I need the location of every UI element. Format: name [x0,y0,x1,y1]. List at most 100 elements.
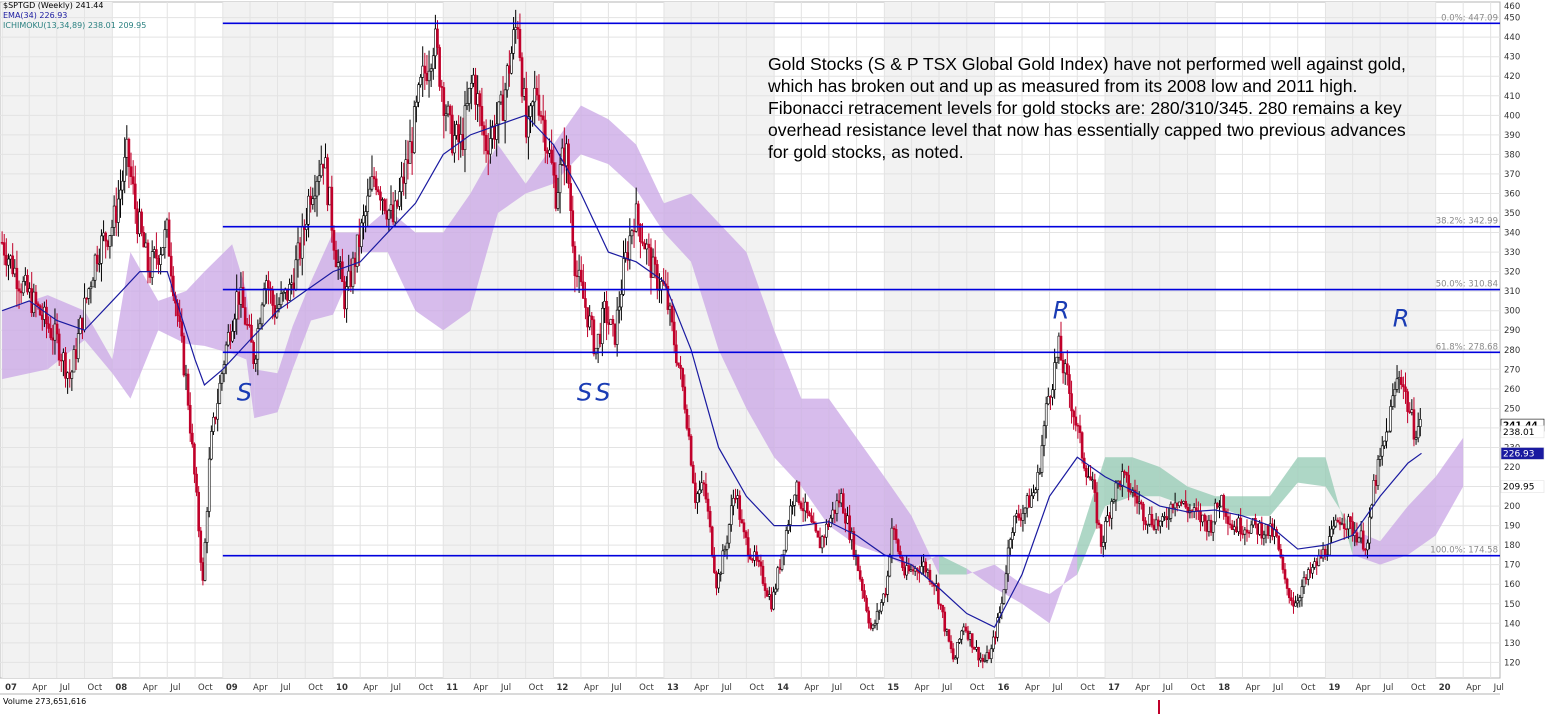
candle-body [279,293,283,305]
candle-body [1021,513,1025,521]
candle-body [672,321,676,346]
candle-body [1311,567,1314,574]
candle-body [1049,396,1052,398]
candle-body [757,559,761,563]
candle-body [286,288,289,301]
x-tick-label: 08 [115,683,127,693]
candle-body [163,229,167,248]
candle-body [123,156,126,182]
candle-body [647,243,651,248]
candle-body [653,256,657,265]
candle-body [72,349,76,373]
candle-body [1129,491,1133,493]
candle-body [74,349,78,359]
candle-body [231,330,234,342]
x-tick-label: 11 [446,683,458,693]
y-tick-label: 440 [1504,33,1520,43]
candle-body [1042,425,1046,446]
ichimoku-cloud-segment [580,105,609,165]
x-tick-label: Apr [1135,683,1150,693]
candle-body [429,68,433,72]
candle-body [374,178,378,191]
candle-body [924,561,928,573]
x-tick-label: Jul [500,683,511,693]
candle-body [863,590,866,599]
candle-body [1304,577,1308,580]
candle-body [567,143,570,184]
candle-body [1053,362,1056,391]
candle-body [26,275,29,293]
x-tick-label: Apr [1466,683,1481,693]
candle-body [436,28,439,48]
x-tick-label: Jul [1052,683,1063,693]
candle-body [218,382,222,404]
y-tick-label: 160 [1504,580,1520,590]
candle-body [93,254,97,281]
candle-body [1302,577,1306,588]
candle-body [710,526,714,557]
y-tick-label: 430 [1504,53,1520,63]
candle-body [939,603,942,606]
candle-body [1383,440,1386,447]
candle-body [410,141,414,153]
candle-body [396,200,399,207]
candle-body [569,183,572,211]
x-tick-label: Jul [831,683,842,693]
candle-body [152,249,156,252]
candle-body [787,524,790,531]
candle-body [324,157,327,169]
candle-body [347,270,351,288]
candle-body [467,88,471,104]
ichimoku-cloud-segment [1022,584,1050,624]
value-tag-box [1500,447,1545,460]
candle-body [169,255,173,277]
candle-body [1220,495,1223,507]
ichimoku-cloud-segment [1380,506,1408,565]
ichimoku-cloud-segment [801,398,829,526]
candle-body [465,103,469,107]
candle-body [873,623,877,626]
y-tick-label: 250 [1504,404,1520,414]
candle-body [319,163,323,177]
candle-body [34,291,38,305]
candle-body [237,291,241,305]
candle-body [770,594,773,610]
candle-body [1298,597,1302,602]
candle-body [548,149,551,154]
candle-body [550,149,553,163]
y-tick-label: 200 [1504,502,1520,512]
candle-body [81,317,84,331]
candle-body [611,319,615,325]
candle-body [294,259,298,290]
candle-body [108,235,112,247]
candle-body [45,306,48,325]
y-tick-label: 410 [1504,92,1520,102]
ichimoku-cloud-segment [774,330,802,487]
candle-body [102,232,105,237]
candle-body [645,243,649,250]
candle-body [945,629,949,632]
candle-body [1205,520,1209,532]
candle-body [1385,431,1388,442]
y-tick-label: 320 [1504,268,1520,278]
ichimoku-cloud-segment [130,252,159,399]
legend-ichimoku: ICHIMOKU(13,34,89) 238.01 209.95 [3,21,147,30]
candle-body [533,87,537,103]
candle-body [1359,530,1363,539]
candle-body [57,333,61,361]
y-tick-label: 350 [1504,209,1520,219]
x-tick-label: 18 [1218,683,1230,693]
candle-body [882,593,885,603]
candle-body [1228,523,1232,526]
candle-body [353,257,357,267]
candle-body [639,224,642,243]
candle-body [64,352,67,379]
y-tick-label: 270 [1504,365,1520,375]
candle-body [670,305,674,323]
candle-body [892,527,896,530]
candle-body [330,186,334,231]
candle-body [150,251,154,278]
candle-body [668,305,672,310]
candle-body [419,77,422,86]
candle-body [393,200,397,223]
